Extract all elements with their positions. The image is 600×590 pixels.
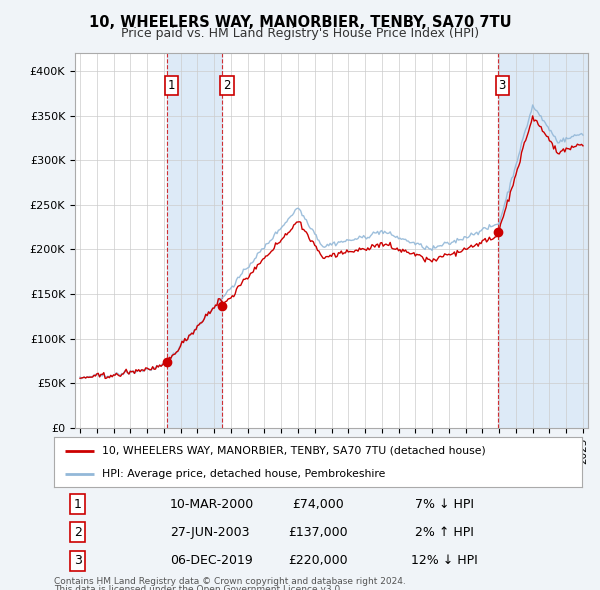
- Text: 1: 1: [168, 79, 175, 92]
- Text: 10, WHEELERS WAY, MANORBIER, TENBY, SA70 7TU: 10, WHEELERS WAY, MANORBIER, TENBY, SA70…: [89, 15, 511, 30]
- Text: 2: 2: [223, 79, 230, 92]
- Text: This data is licensed under the Open Government Licence v3.0.: This data is licensed under the Open Gov…: [54, 585, 343, 590]
- Bar: [167, 53, 223, 428]
- Text: £220,000: £220,000: [288, 554, 348, 567]
- Text: 2: 2: [74, 526, 82, 539]
- Text: 12% ↓ HPI: 12% ↓ HPI: [412, 554, 478, 567]
- Text: 3: 3: [499, 79, 506, 92]
- Text: £74,000: £74,000: [292, 498, 344, 511]
- Text: 06-DEC-2019: 06-DEC-2019: [170, 554, 253, 567]
- Bar: [498, 53, 592, 428]
- Text: Contains HM Land Registry data © Crown copyright and database right 2024.: Contains HM Land Registry data © Crown c…: [54, 577, 406, 586]
- Text: HPI: Average price, detached house, Pembrokeshire: HPI: Average price, detached house, Pemb…: [101, 469, 385, 479]
- Text: 2% ↑ HPI: 2% ↑ HPI: [415, 526, 474, 539]
- Text: 1: 1: [74, 498, 82, 511]
- Text: 10, WHEELERS WAY, MANORBIER, TENBY, SA70 7TU (detached house): 10, WHEELERS WAY, MANORBIER, TENBY, SA70…: [101, 445, 485, 455]
- Text: 27-JUN-2003: 27-JUN-2003: [170, 526, 250, 539]
- Text: Price paid vs. HM Land Registry's House Price Index (HPI): Price paid vs. HM Land Registry's House …: [121, 27, 479, 40]
- Text: 10-MAR-2000: 10-MAR-2000: [170, 498, 254, 511]
- Text: 3: 3: [74, 554, 82, 567]
- Text: 7% ↓ HPI: 7% ↓ HPI: [415, 498, 474, 511]
- Text: £137,000: £137,000: [288, 526, 348, 539]
